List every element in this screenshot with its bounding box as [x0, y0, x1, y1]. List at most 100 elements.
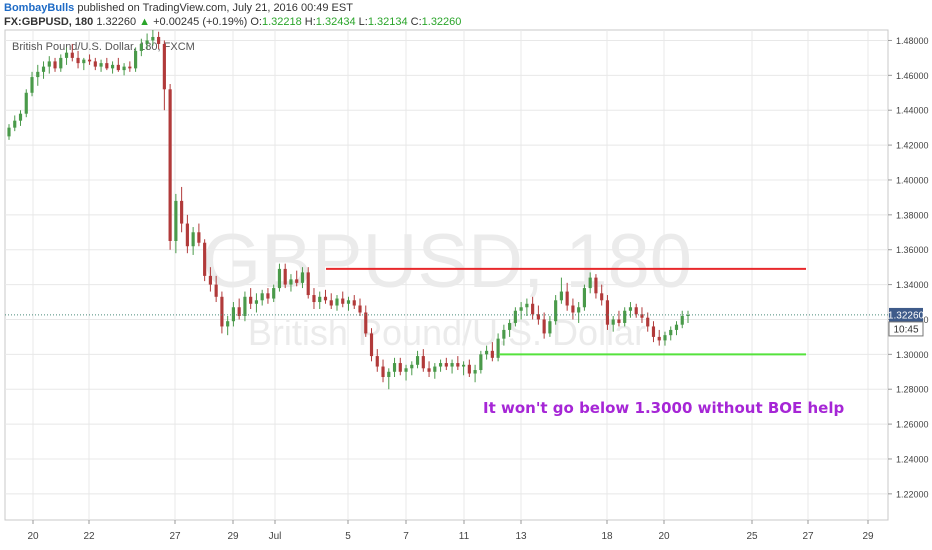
x-tick-label: 20	[27, 531, 39, 542]
price-change: +0.00245 (+0.19%)	[153, 16, 248, 28]
candle-body	[404, 368, 408, 372]
y-tick-label: 1.40000	[896, 175, 929, 185]
symbol-label: FX:GBPUSD, 180	[4, 16, 94, 28]
candle-body	[306, 272, 310, 296]
candle-body	[231, 307, 235, 322]
candle-body	[369, 333, 374, 357]
x-axis: 20 22 27 29 Jul 5 7 11 13 18 20 25 27 29	[27, 520, 874, 542]
candle-body	[456, 363, 460, 367]
y-tick-label: 1.22000	[896, 489, 929, 499]
candle-body	[329, 300, 333, 306]
candle-body	[335, 298, 339, 306]
candle-body	[122, 66, 126, 71]
candle-body	[433, 366, 437, 372]
candle-body	[289, 279, 293, 285]
candle-body	[588, 277, 592, 289]
open-label: O:	[250, 16, 262, 28]
candle-body	[381, 366, 385, 378]
y-tick-label: 1.34000	[896, 280, 929, 290]
x-tick-label: 20	[658, 531, 670, 542]
last-price-tag: 1.32260 10:45	[888, 307, 925, 337]
candle-body	[139, 43, 143, 51]
open-value: 1.32218	[261, 16, 302, 28]
y-tick-label: 1.48000	[896, 36, 929, 46]
candle-body	[623, 310, 627, 323]
candle-body	[605, 300, 610, 325]
low-label: L:	[358, 16, 368, 28]
candle-body	[134, 50, 138, 69]
candle-body	[364, 312, 368, 334]
x-tick-label: 7	[403, 531, 409, 542]
candle-body	[398, 363, 402, 372]
candle-body	[157, 36, 161, 44]
candle-body	[64, 52, 69, 58]
candle-body	[220, 296, 224, 327]
x-tick-label: 27	[169, 531, 181, 542]
last-price-label: 1.32260	[888, 310, 925, 321]
candle-body	[7, 127, 11, 137]
x-tick-label: 29	[862, 531, 874, 542]
candle-body	[657, 336, 661, 341]
candle-body	[387, 371, 391, 378]
y-tick-label: 1.24000	[896, 454, 929, 464]
candle-body	[145, 40, 149, 44]
candle-body	[76, 57, 80, 64]
up-arrow-icon: ▲	[139, 16, 151, 28]
author-link[interactable]: BombayBulls	[4, 2, 75, 14]
x-tick-label: 5	[345, 531, 351, 542]
candle-body	[462, 364, 466, 367]
x-tick-label: 27	[802, 531, 814, 542]
candle-body	[93, 61, 97, 67]
candle-body	[513, 310, 517, 323]
x-tick-label: 11	[459, 531, 470, 542]
candle-body	[582, 288, 587, 308]
candle-body	[99, 63, 103, 67]
y-axis: 1.48000 1.46000 1.44000 1.42000 1.40000 1.380…	[888, 36, 929, 499]
candle-body	[542, 319, 546, 334]
candle-body	[502, 329, 506, 339]
publish-info: published on TradingView.com, July 21, 2…	[77, 2, 353, 14]
candle-body	[70, 52, 74, 58]
candle-body	[18, 113, 23, 121]
candle-body	[554, 300, 558, 322]
candle-body	[680, 315, 684, 325]
candle-body	[634, 307, 638, 315]
watermark-name: British Pound/U.S. Dollar	[248, 312, 646, 353]
candle-body	[341, 298, 345, 304]
candle-body	[479, 354, 483, 371]
candle-body	[151, 36, 155, 41]
y-tick-label: 1.36000	[896, 245, 929, 255]
candle-body	[663, 335, 667, 341]
candle-body	[375, 356, 379, 367]
candle-body	[531, 303, 535, 315]
candle-body	[105, 63, 109, 69]
candle-body	[318, 296, 322, 303]
last-price: 1.32260	[96, 16, 137, 28]
candle-body	[536, 314, 540, 320]
x-tick-label: 29	[227, 531, 239, 542]
close-label: C:	[410, 16, 422, 28]
candle-body	[600, 293, 604, 301]
candle-body	[266, 293, 270, 299]
candle-body	[110, 64, 115, 69]
candle-body	[162, 43, 166, 90]
candle-body	[490, 350, 494, 358]
series-legend: British Pound/U.S. Dollar, 180, FXCM	[12, 41, 195, 53]
candle-body	[116, 64, 120, 71]
candle-body	[272, 288, 276, 299]
candle-body	[226, 321, 230, 327]
candle-body	[640, 314, 644, 318]
candle-body	[438, 363, 443, 367]
candle-body	[82, 59, 86, 64]
low-value: 1.32134	[367, 16, 408, 28]
candle-body	[548, 321, 552, 334]
candle-body	[47, 61, 51, 67]
candle-body	[36, 71, 40, 78]
candle-body	[254, 300, 259, 304]
candle-body	[24, 92, 28, 114]
candle-body	[415, 356, 420, 365]
candle-body	[421, 356, 425, 369]
candle-body	[611, 319, 615, 325]
candle-body	[473, 370, 477, 374]
